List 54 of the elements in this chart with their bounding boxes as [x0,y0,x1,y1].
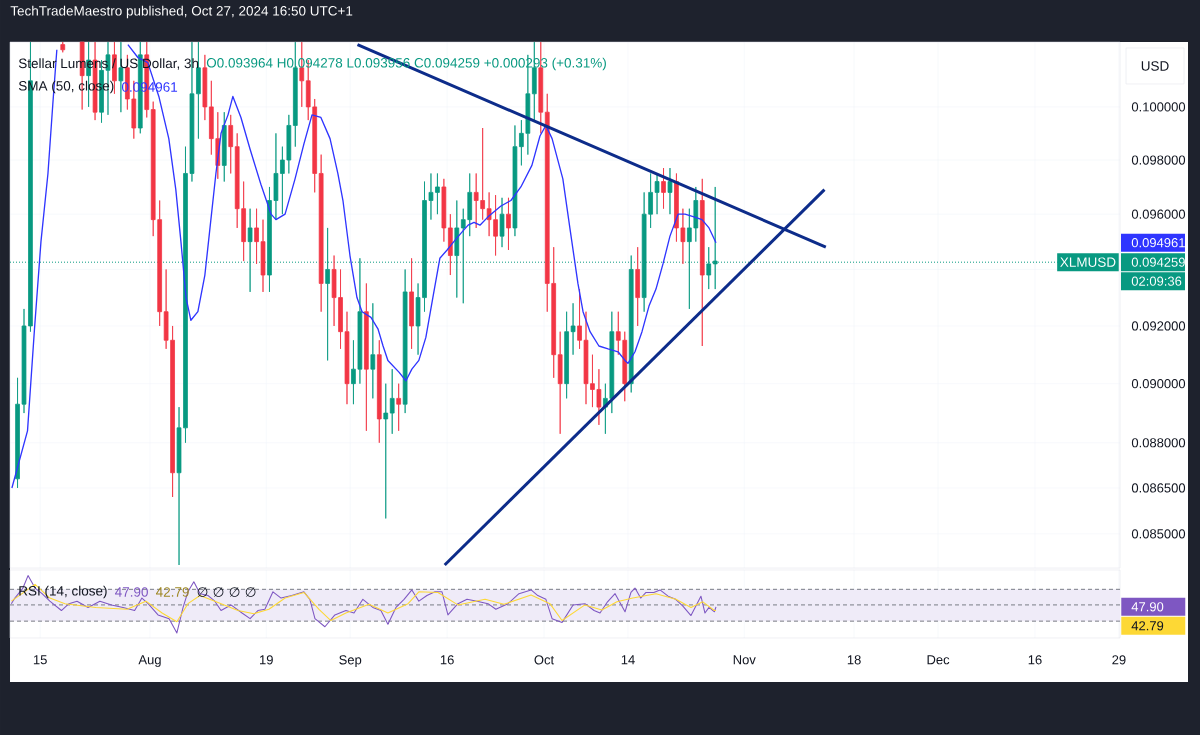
candlestick [202,54,208,121]
y-tick-label: 0.098000 [1131,155,1186,165]
x-tick-label: 16 [440,655,454,665]
x-tick-label: 29 [1112,655,1126,665]
x-tick-label: 14 [621,655,635,665]
annotation: 47.90 [115,587,148,597]
candlestick [441,178,447,243]
ref-line-label: 0.094259 [1131,257,1185,267]
candlestick [409,257,414,350]
y-tick-label: 0.088000 [1131,438,1186,448]
y-tick-label: 0.096000 [1131,209,1186,219]
annotation: XLMUSD [1060,257,1116,267]
candlestick [370,302,376,399]
candlestick [402,269,408,414]
y-tick-label: 0.085000 [1131,529,1186,539]
candlestick [699,178,705,347]
x-tick-label: Oct [534,655,555,665]
candlestick [635,246,641,327]
x-tick-label: Sep [339,655,362,667]
candlestick [318,154,324,313]
candlestick [667,167,673,215]
y-tick-label: 0.090000 [1131,379,1186,389]
candlestick [396,383,402,432]
y-tick-label: 0.100000 [1131,102,1186,112]
annotation: ∅ ∅ ∅ ∅ [197,587,256,597]
y-tick-label: 0.092000 [1131,321,1186,331]
x-tick-label: 15 [33,655,47,665]
candlestick [228,114,234,174]
candlestick [506,197,511,251]
candlestick [364,283,369,432]
text: 02:09:36 [1131,276,1182,286]
candlestick [557,331,563,435]
annotation: 42.79 [155,587,189,597]
candlestick [383,383,389,519]
candlestick [376,339,382,444]
candlestick [221,111,227,182]
candlestick [499,197,505,248]
x-tick-label: Dec [927,655,950,665]
x-tick-label: 19 [260,655,273,665]
x-tick-label: 16 [1028,655,1042,665]
candlestick [389,368,395,435]
text: 42.79 [1131,621,1164,631]
candlestick [60,41,66,53]
x-tick-label: Aug [138,655,161,667]
y-tick-label: 0.086500 [1131,483,1186,493]
candlestick [448,213,453,276]
text: TechTradeMaestro published, Oct 27, 2024 16:50 UTC+1 [10,5,353,19]
text: 47.90 [1131,602,1164,612]
y-axis-title: USD [1141,61,1169,71]
y-tick-label: 0.094961 [1131,238,1185,248]
candlestick [661,167,666,210]
x-tick-label: 18 [847,655,861,665]
x-tick-label: Nov [733,655,756,665]
candlestick [112,41,117,95]
